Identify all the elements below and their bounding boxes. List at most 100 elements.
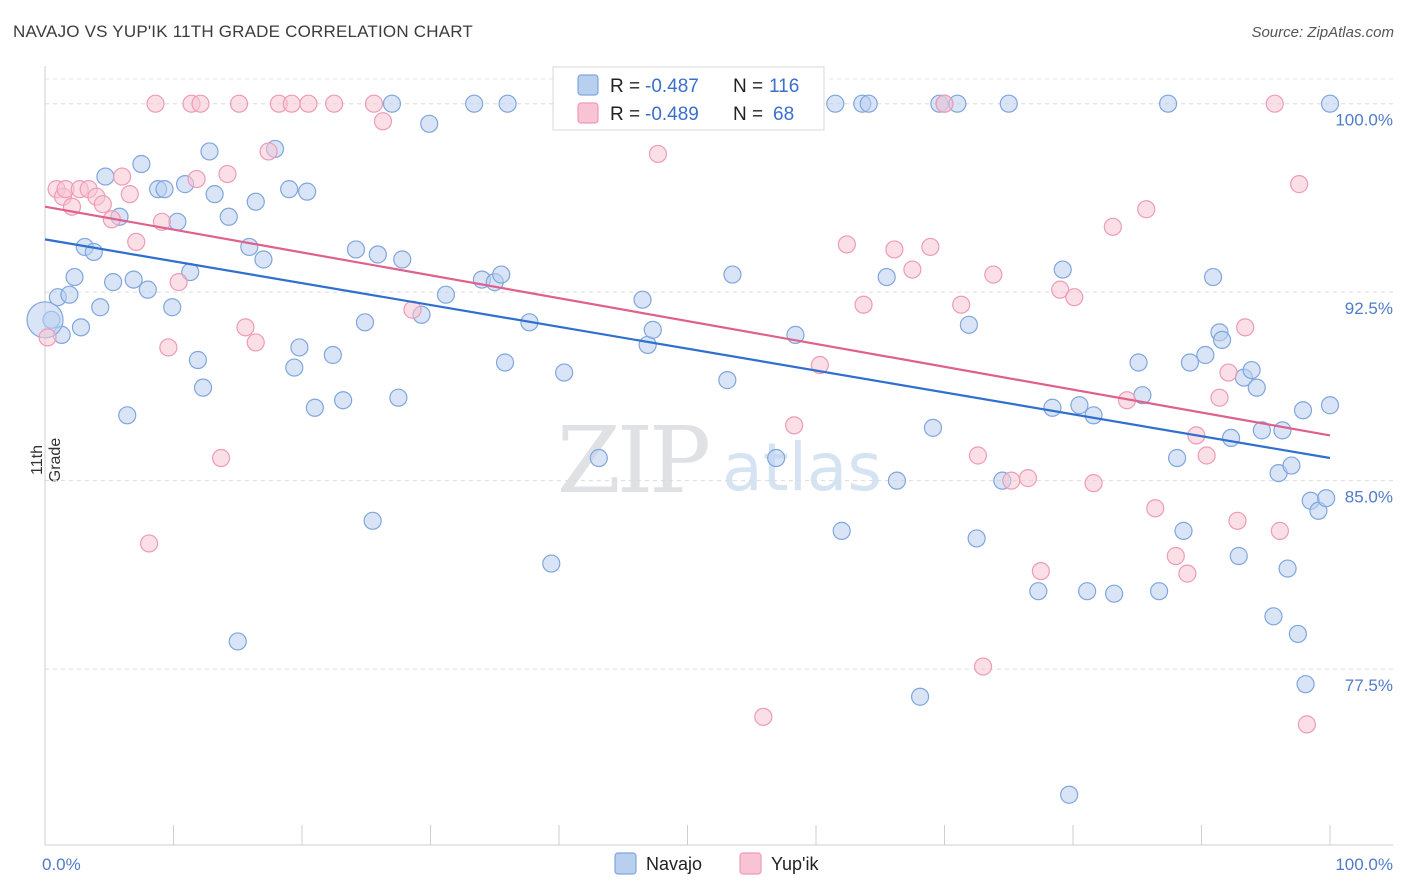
navajo-point-47 — [420, 114, 439, 133]
yupik-point-54 — [1084, 474, 1103, 493]
navajo-point-98 — [1203, 267, 1223, 287]
legend-r-value-navajo: -0.487 — [645, 76, 699, 97]
axes — [44, 66, 1393, 846]
yupik-point-29 — [299, 94, 318, 113]
x-tick-label-0: 0.0% — [42, 855, 81, 874]
y-tick-label-3: 100.0% — [1335, 111, 1393, 130]
navajo-point-105 — [1247, 378, 1266, 397]
navajo-point-26 — [219, 207, 238, 226]
navajo-point-90 — [1129, 353, 1148, 372]
legend-swatch-navajo — [577, 74, 599, 96]
navajo-point-109 — [1273, 421, 1292, 440]
navajo-point-107 — [1264, 607, 1283, 626]
yupik-point-63 — [1210, 388, 1229, 407]
yupik-point-34 — [648, 144, 668, 164]
navajo-point-93 — [1158, 94, 1178, 113]
watermark-zip: ZIP — [557, 407, 708, 514]
navajo-point-85 — [1060, 785, 1079, 804]
navajo-point-89 — [1105, 584, 1124, 603]
navajo-point-61 — [643, 320, 662, 339]
navajo-point-37 — [323, 345, 342, 365]
yupik-point-45 — [952, 295, 971, 314]
navajo-point-82 — [1029, 582, 1048, 601]
navajo-point-68 — [832, 521, 851, 540]
yupik-point-55 — [1103, 217, 1122, 236]
navajo-point-56 — [542, 554, 561, 573]
yupik-point-46 — [968, 446, 988, 465]
navajo-point-92 — [1149, 582, 1169, 601]
navajo-point-43 — [382, 94, 402, 113]
yupik-point-57 — [1137, 200, 1156, 219]
yupik-point-26 — [259, 142, 278, 161]
navajo-point-112 — [1288, 624, 1307, 644]
navajo-point-114 — [1296, 675, 1315, 694]
yupik-point-60 — [1178, 564, 1197, 583]
navajo-point-33 — [285, 358, 304, 377]
navajo-point-110 — [1278, 559, 1297, 578]
yupik-point-53 — [1065, 288, 1084, 307]
navajo-point-117 — [1317, 489, 1336, 508]
navajo-point-79 — [967, 529, 986, 548]
navajo-point-41 — [363, 511, 382, 530]
yupik-point-69 — [1290, 175, 1309, 194]
legend: R = -0.487 N = 116 R = -0.489 N = 68 — [552, 66, 825, 131]
navajo-point-95 — [1174, 521, 1193, 540]
navajo-point-81 — [999, 94, 1018, 113]
yupik-point-59 — [1166, 546, 1185, 566]
navajo-point-18 — [163, 298, 182, 317]
yupik-point-47 — [973, 657, 993, 676]
navajo-point-12 — [118, 406, 137, 425]
yupik-point-25 — [246, 333, 265, 352]
navajo-point-83 — [1043, 398, 1062, 417]
yupik-point-36 — [754, 707, 773, 726]
navajo-point-13 — [124, 270, 143, 289]
legend-n-label-navajo: N = — [733, 76, 763, 97]
yupik-point-48 — [984, 265, 1003, 284]
bottom-legend: Navajo Yup'ik — [614, 852, 819, 875]
navajo-point-35 — [298, 182, 317, 201]
yupik-point-23 — [229, 94, 249, 113]
source-credit: Source: ZipAtlas.com — [1251, 24, 1394, 41]
navajo-point-118 — [1320, 396, 1340, 415]
navajo-point-58 — [589, 448, 608, 468]
navajo-point-104 — [1242, 360, 1261, 380]
navajo-point-102 — [1229, 546, 1248, 566]
navajo-point-29 — [246, 192, 265, 211]
y-tick-label-0: 77.5% — [1345, 676, 1393, 695]
navajo-point-24 — [200, 142, 219, 161]
navajo-point-10 — [104, 273, 123, 292]
yupik-point-17 — [169, 273, 188, 292]
navajo-point-45 — [393, 250, 412, 269]
yupik-point-44 — [935, 94, 954, 113]
yupik-point-65 — [1228, 511, 1247, 530]
navajo-point-30 — [254, 250, 273, 269]
navajo-point-19 — [168, 212, 187, 231]
navajo-point-113 — [1293, 401, 1313, 420]
yupik-point-13 — [139, 534, 159, 553]
yupik-point-58 — [1146, 499, 1165, 518]
navajo-point-5 — [71, 318, 91, 337]
yupik-point-64 — [1219, 363, 1238, 382]
yupik-point-38 — [810, 355, 829, 375]
navajo-point-63 — [723, 265, 742, 284]
yupik-point-30 — [325, 94, 344, 113]
navajo-point-67 — [826, 94, 845, 113]
yupik-trend-line — [44, 205, 1331, 437]
navajo-point-8 — [91, 298, 110, 317]
yupik-point-31 — [364, 94, 384, 113]
navajo-point-87 — [1078, 582, 1097, 601]
navajo-point-94 — [1167, 448, 1187, 468]
navajo-point-86 — [1070, 396, 1089, 415]
legend-r-label-navajo: R = — [610, 76, 640, 97]
yupik-point-67 — [1265, 94, 1284, 113]
yupik-point-52 — [1051, 280, 1070, 299]
navajo-point-60 — [638, 335, 657, 355]
yupik-point-49 — [1002, 471, 1021, 490]
navajo-point-42 — [368, 245, 387, 264]
navajo-point-70 — [859, 94, 878, 113]
yupik-point-28 — [282, 94, 301, 113]
navajo-point-88 — [1084, 406, 1103, 425]
navajo-point-44 — [389, 388, 408, 407]
y-tick-label-2: 92.5% — [1345, 299, 1393, 318]
